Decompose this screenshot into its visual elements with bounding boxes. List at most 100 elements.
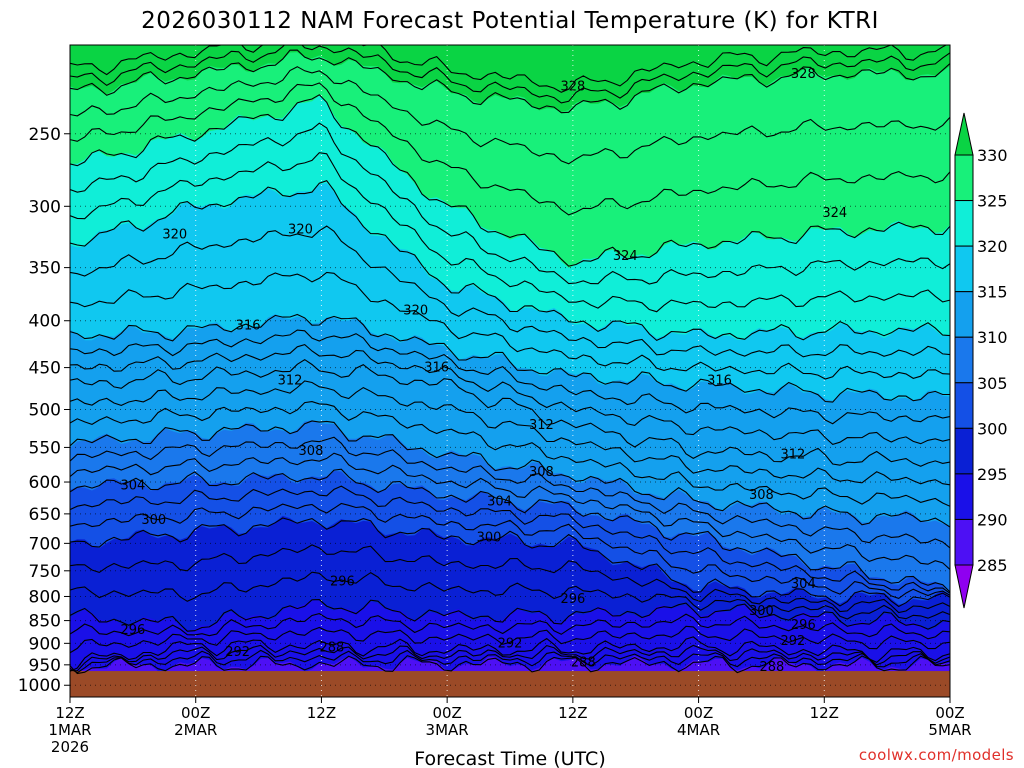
credit-text: coolwx.com/models bbox=[859, 746, 1014, 764]
theta-fill-layer bbox=[70, 45, 950, 697]
isentrope-330 bbox=[70, 45, 948, 93]
isentrope-328 bbox=[70, 49, 950, 114]
y-tick-label: 700 bbox=[29, 534, 61, 554]
isentrope-293 bbox=[70, 625, 950, 654]
contour-label: 288 bbox=[319, 641, 344, 656]
ground bbox=[70, 671, 950, 697]
isentrope-308 bbox=[70, 420, 950, 528]
contour-label: 304 bbox=[791, 577, 816, 592]
contour-label: 320 bbox=[162, 227, 187, 242]
contour-label: 308 bbox=[299, 444, 324, 459]
isentrope-305 bbox=[70, 452, 950, 570]
colorbar-swatch bbox=[954, 336, 974, 384]
contour-label: 308 bbox=[749, 488, 774, 503]
isentrope-301 bbox=[70, 502, 950, 600]
isentrope-296 bbox=[70, 599, 950, 632]
contour-label: 328 bbox=[560, 80, 585, 95]
chart-title: 2026030112 NAM Forecast Potential Temper… bbox=[141, 8, 879, 34]
contour-label: 300 bbox=[141, 513, 166, 528]
colorbar-label: 285 bbox=[977, 556, 1008, 575]
y-tick-label: 950 bbox=[29, 656, 61, 676]
y-tick-label: 900 bbox=[29, 634, 61, 654]
contour-label: 292 bbox=[225, 645, 250, 660]
x-tick-time: 00Z bbox=[684, 704, 713, 722]
plot-area: 328 328 324 324 320 320 320 316 316 316 312 312 312 3… bbox=[70, 45, 950, 697]
colorbar-swatch bbox=[954, 382, 974, 429]
x-tick-time: 00Z bbox=[935, 704, 964, 722]
contour-label: 304 bbox=[120, 478, 145, 493]
isentrope-320 bbox=[70, 180, 950, 342]
isentrope-297 bbox=[70, 571, 950, 620]
contour-label: 300 bbox=[749, 604, 774, 619]
contour-label: 300 bbox=[477, 531, 502, 546]
contour-label: 312 bbox=[278, 374, 303, 389]
contour-label: 296 bbox=[791, 618, 816, 633]
contour-label: 296 bbox=[560, 592, 585, 607]
colorbar-label: 290 bbox=[977, 510, 1008, 529]
contour-label: 292 bbox=[498, 636, 523, 651]
x-tick-date: 5MAR bbox=[928, 721, 971, 739]
contour-label: 292 bbox=[780, 634, 805, 649]
colorbar-swatch bbox=[954, 154, 974, 202]
y-tick-label: 1000 bbox=[18, 676, 61, 696]
y-tick-label: 250 bbox=[29, 125, 61, 145]
y-tick-label: 550 bbox=[29, 438, 61, 458]
x-axis-label: Forecast Time (UTC) bbox=[414, 748, 605, 768]
plot-frame bbox=[69, 44, 951, 698]
isentrope-289 bbox=[70, 649, 950, 674]
isentrope-316 bbox=[70, 313, 950, 403]
contour-label: 320 bbox=[403, 304, 428, 319]
colorbar-swatch bbox=[954, 473, 974, 520]
colorbar-label: 325 bbox=[977, 192, 1008, 211]
x-tick-time: 00Z bbox=[432, 704, 461, 722]
isentrope-288 bbox=[70, 655, 950, 675]
y-tick-label: 800 bbox=[29, 587, 61, 607]
isentrope-309 bbox=[70, 401, 950, 507]
isentrope-298 bbox=[70, 544, 950, 614]
isentrope-313 bbox=[70, 343, 950, 446]
isentrope-290 bbox=[70, 644, 950, 672]
isentrope-layer bbox=[70, 45, 950, 675]
isentrope-310 bbox=[70, 380, 950, 486]
isentrope-321 bbox=[70, 152, 950, 313]
isentrope-314 bbox=[70, 329, 950, 425]
isentrope-324 bbox=[70, 94, 950, 267]
isentrope-325 bbox=[70, 82, 950, 216]
isentrope-326 bbox=[70, 66, 950, 165]
isentrope-302 bbox=[70, 485, 950, 594]
y-tick-label: 600 bbox=[29, 473, 61, 493]
contour-label: 312 bbox=[529, 418, 554, 433]
y-tick-label: 350 bbox=[29, 259, 61, 279]
colorbar-bottom-arrow bbox=[954, 564, 974, 609]
contour-label: 316 bbox=[707, 374, 732, 389]
contour-label: 288 bbox=[571, 656, 596, 671]
colorbar-label: 305 bbox=[977, 374, 1008, 393]
isentrope-294 bbox=[70, 613, 950, 640]
contour-label: 324 bbox=[822, 206, 847, 221]
y-tick-label: 300 bbox=[29, 197, 61, 217]
contour-label: 296 bbox=[330, 574, 355, 589]
colorbar: 330 325 320 315 310 305 300 295 290 285 bbox=[954, 112, 1008, 609]
y-tick-label: 450 bbox=[29, 359, 61, 379]
contour-label: 324 bbox=[613, 249, 638, 264]
isentrope-322 bbox=[70, 122, 950, 285]
isentrope-304 bbox=[70, 468, 950, 593]
y-tick-label: 650 bbox=[29, 505, 61, 525]
x-tick-date: 1MAR bbox=[48, 721, 91, 739]
isentrope-318 bbox=[70, 225, 950, 358]
isentrope-312 bbox=[70, 358, 950, 467]
y-tick-label: 400 bbox=[29, 312, 61, 332]
colorbar-swatch bbox=[954, 245, 974, 293]
colorbar-label: 320 bbox=[977, 237, 1008, 256]
x-tick-date: 2MAR bbox=[174, 721, 217, 739]
contour-label: 304 bbox=[487, 494, 512, 509]
contour-label: 308 bbox=[529, 465, 554, 480]
colorbar-label: 330 bbox=[977, 146, 1008, 165]
x-tick-time: 12Z bbox=[55, 704, 84, 722]
colorbar-label: 300 bbox=[977, 419, 1008, 438]
ground-layer bbox=[70, 671, 950, 697]
x-tick-time: 12Z bbox=[558, 704, 587, 722]
colorbar-label: 315 bbox=[977, 283, 1008, 302]
